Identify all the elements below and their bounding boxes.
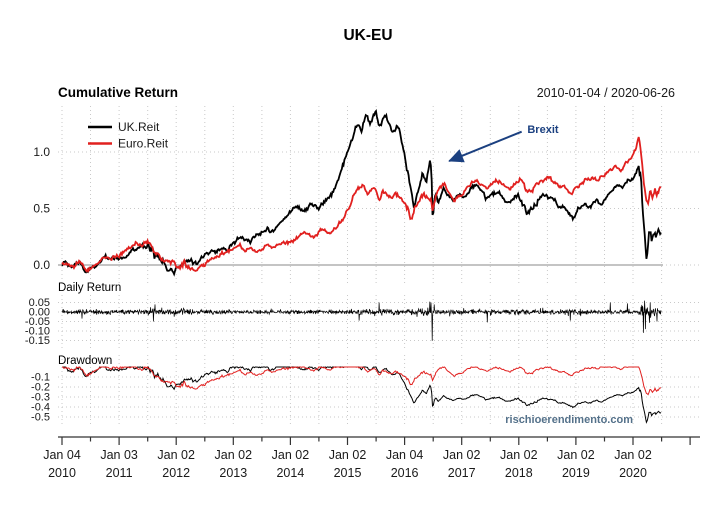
xtick-label-year: 2013 [219,466,247,480]
xtick-label-year: 2015 [334,466,362,480]
xtick-label-month-day: Jan 02 [157,448,195,462]
ytick-label: 0.00 [29,307,50,319]
brexit-label: Brexit [527,124,559,136]
xtick-label-year: 2014 [276,466,304,480]
xtick-label-year: 2016 [391,466,419,480]
panel-title-daily-return: Daily Return [58,282,121,294]
xtick-label-year: 2012 [162,466,190,480]
series-line-uk-cumulative [61,108,662,277]
series-line-daily-return [61,300,662,341]
series-line-euro-drawdown [62,366,662,396]
panel-title-cumulative: Cumulative Return [58,85,178,100]
xtick-label-month-day: Jan 02 [500,448,538,462]
ytick-label: -0.05 [25,316,50,328]
page-title: UK-EU [343,27,392,44]
legend: UK.Reit Euro.Reit [88,120,169,151]
xtick-label-month-day: Jan 02 [614,448,652,462]
xtick-label-month-day: Jan 02 [557,448,595,462]
xtick-label-year: 2017 [448,466,476,480]
date-range: 2010-01-04 / 2020-06-26 [537,86,675,100]
xtick-label-year: 2020 [619,466,647,480]
watermark-text: rischioerendimento.com [505,414,633,426]
ytick-label: 1.0 [33,145,50,159]
xtick-label-month-day: Jan 02 [443,448,481,462]
xtick-label-year: 2010 [48,466,76,480]
ytick-label: -0.4 [31,402,50,414]
ytick-label: -0.10 [25,326,50,338]
series-line-euro-cumulative [61,136,662,273]
ytick-label: -0.15 [25,335,50,347]
ytick-label: -0.3 [31,392,50,404]
xtick-label-month-day: Jan 02 [329,448,367,462]
xtick-label-month-day: Jan 04 [43,448,81,462]
ytick-label: -0.5 [31,412,50,424]
legend-label-euro: Euro.Reit [118,137,169,151]
xtick-label-month-day: Jan 02 [272,448,310,462]
ytick-label: 0.0 [33,258,50,272]
xtick-label-year: 2018 [505,466,533,480]
xtick-label-year: 2019 [562,466,590,480]
ytick-label: 0.05 [29,297,50,309]
xtick-label-month-day: Jan 04 [386,448,424,462]
xtick-label-month-day: Jan 02 [215,448,253,462]
axis-layer: 1.0 0.5 0.0 0.050.00-0.05-0.10-0.15 -0.1-0.2… [25,145,700,480]
panel-title-drawdown: Drawdown [58,355,112,367]
legend-label-uk: UK.Reit [118,120,160,134]
xtick-label-year: 2011 [106,466,133,480]
ytick-label: 0.5 [33,202,50,216]
ytick-label: -0.1 [31,372,50,384]
brexit-arrow [448,130,523,163]
xtick-label-month-day: Jan 03 [100,448,138,462]
series-layer [61,108,662,424]
ytick-label: -0.2 [31,382,50,394]
